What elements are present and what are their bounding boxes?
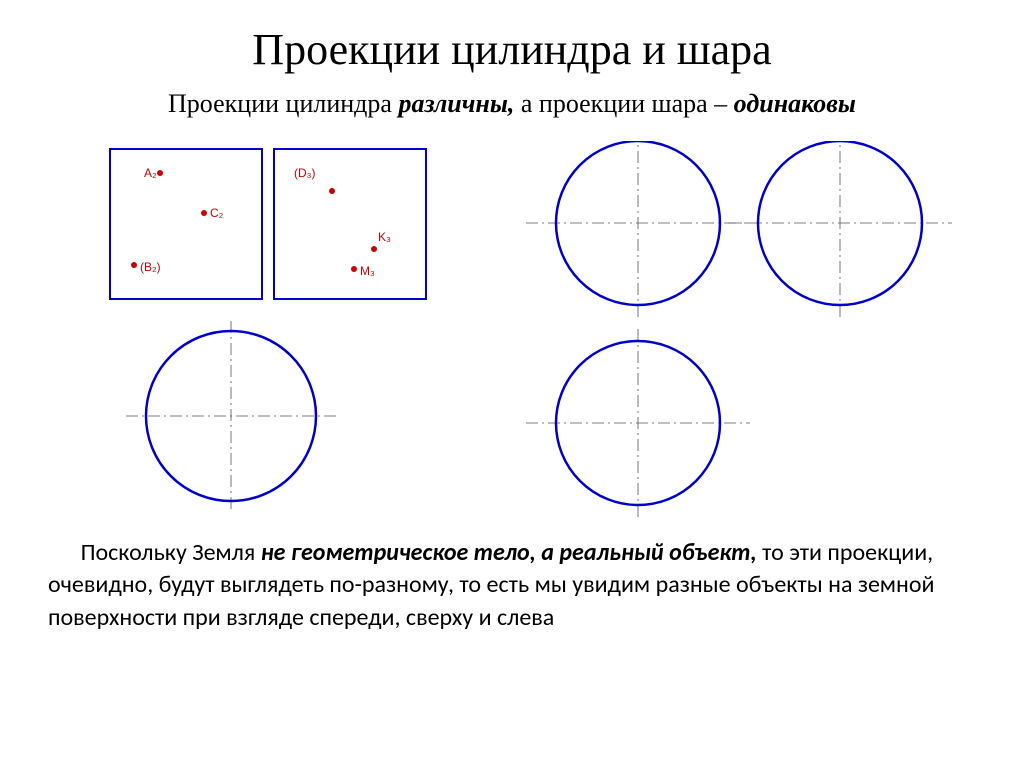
subtitle-em1: различны, bbox=[398, 89, 514, 118]
subtitle-prefix: Проекции цилиндра bbox=[168, 89, 398, 118]
pt-k3-label: K₃ bbox=[378, 230, 391, 244]
sphere-view-2 bbox=[728, 141, 952, 317]
page-title: Проекции цилиндра и шара bbox=[48, 24, 976, 75]
footnote: Поскольку Земля не геометрическое тело, … bbox=[48, 537, 976, 634]
pt-a2-label: A₂ bbox=[144, 166, 157, 180]
footnote-run1: Поскольку Земля bbox=[81, 538, 261, 567]
points-square1: A₂ C₂ (B₂) bbox=[131, 166, 224, 274]
pt-d3-label: (D₃) bbox=[294, 166, 316, 180]
pt-m3-label: M₃ bbox=[360, 264, 375, 278]
subtitle-mid: а проекции шара – bbox=[514, 89, 733, 118]
cylinder-front-view bbox=[110, 149, 262, 299]
diagram-area: A₂ C₂ (B₂) (D₃) K₃ M₃ bbox=[48, 141, 976, 523]
cylinder-top-view bbox=[126, 321, 336, 511]
pt-c2-label: C₂ bbox=[210, 206, 224, 220]
footnote-em1: не геометрическое тело, а реальный объек… bbox=[261, 538, 757, 567]
pt-b2-label: (B₂) bbox=[140, 260, 161, 274]
cylinder-projections: A₂ C₂ (B₂) (D₃) K₃ M₃ bbox=[48, 141, 488, 521]
subtitle-em2: одинаковы bbox=[734, 89, 856, 118]
footnote-indent bbox=[48, 538, 81, 567]
points-square2: (D₃) K₃ M₃ bbox=[294, 166, 391, 278]
sphere-view-3 bbox=[526, 329, 750, 517]
sphere-view-1 bbox=[526, 141, 750, 317]
sphere-projections bbox=[518, 141, 978, 521]
slide: Проекции цилиндра и шара Проекции цилинд… bbox=[0, 0, 1024, 767]
subtitle: Проекции цилиндра различны, а проекции ш… bbox=[48, 89, 976, 119]
